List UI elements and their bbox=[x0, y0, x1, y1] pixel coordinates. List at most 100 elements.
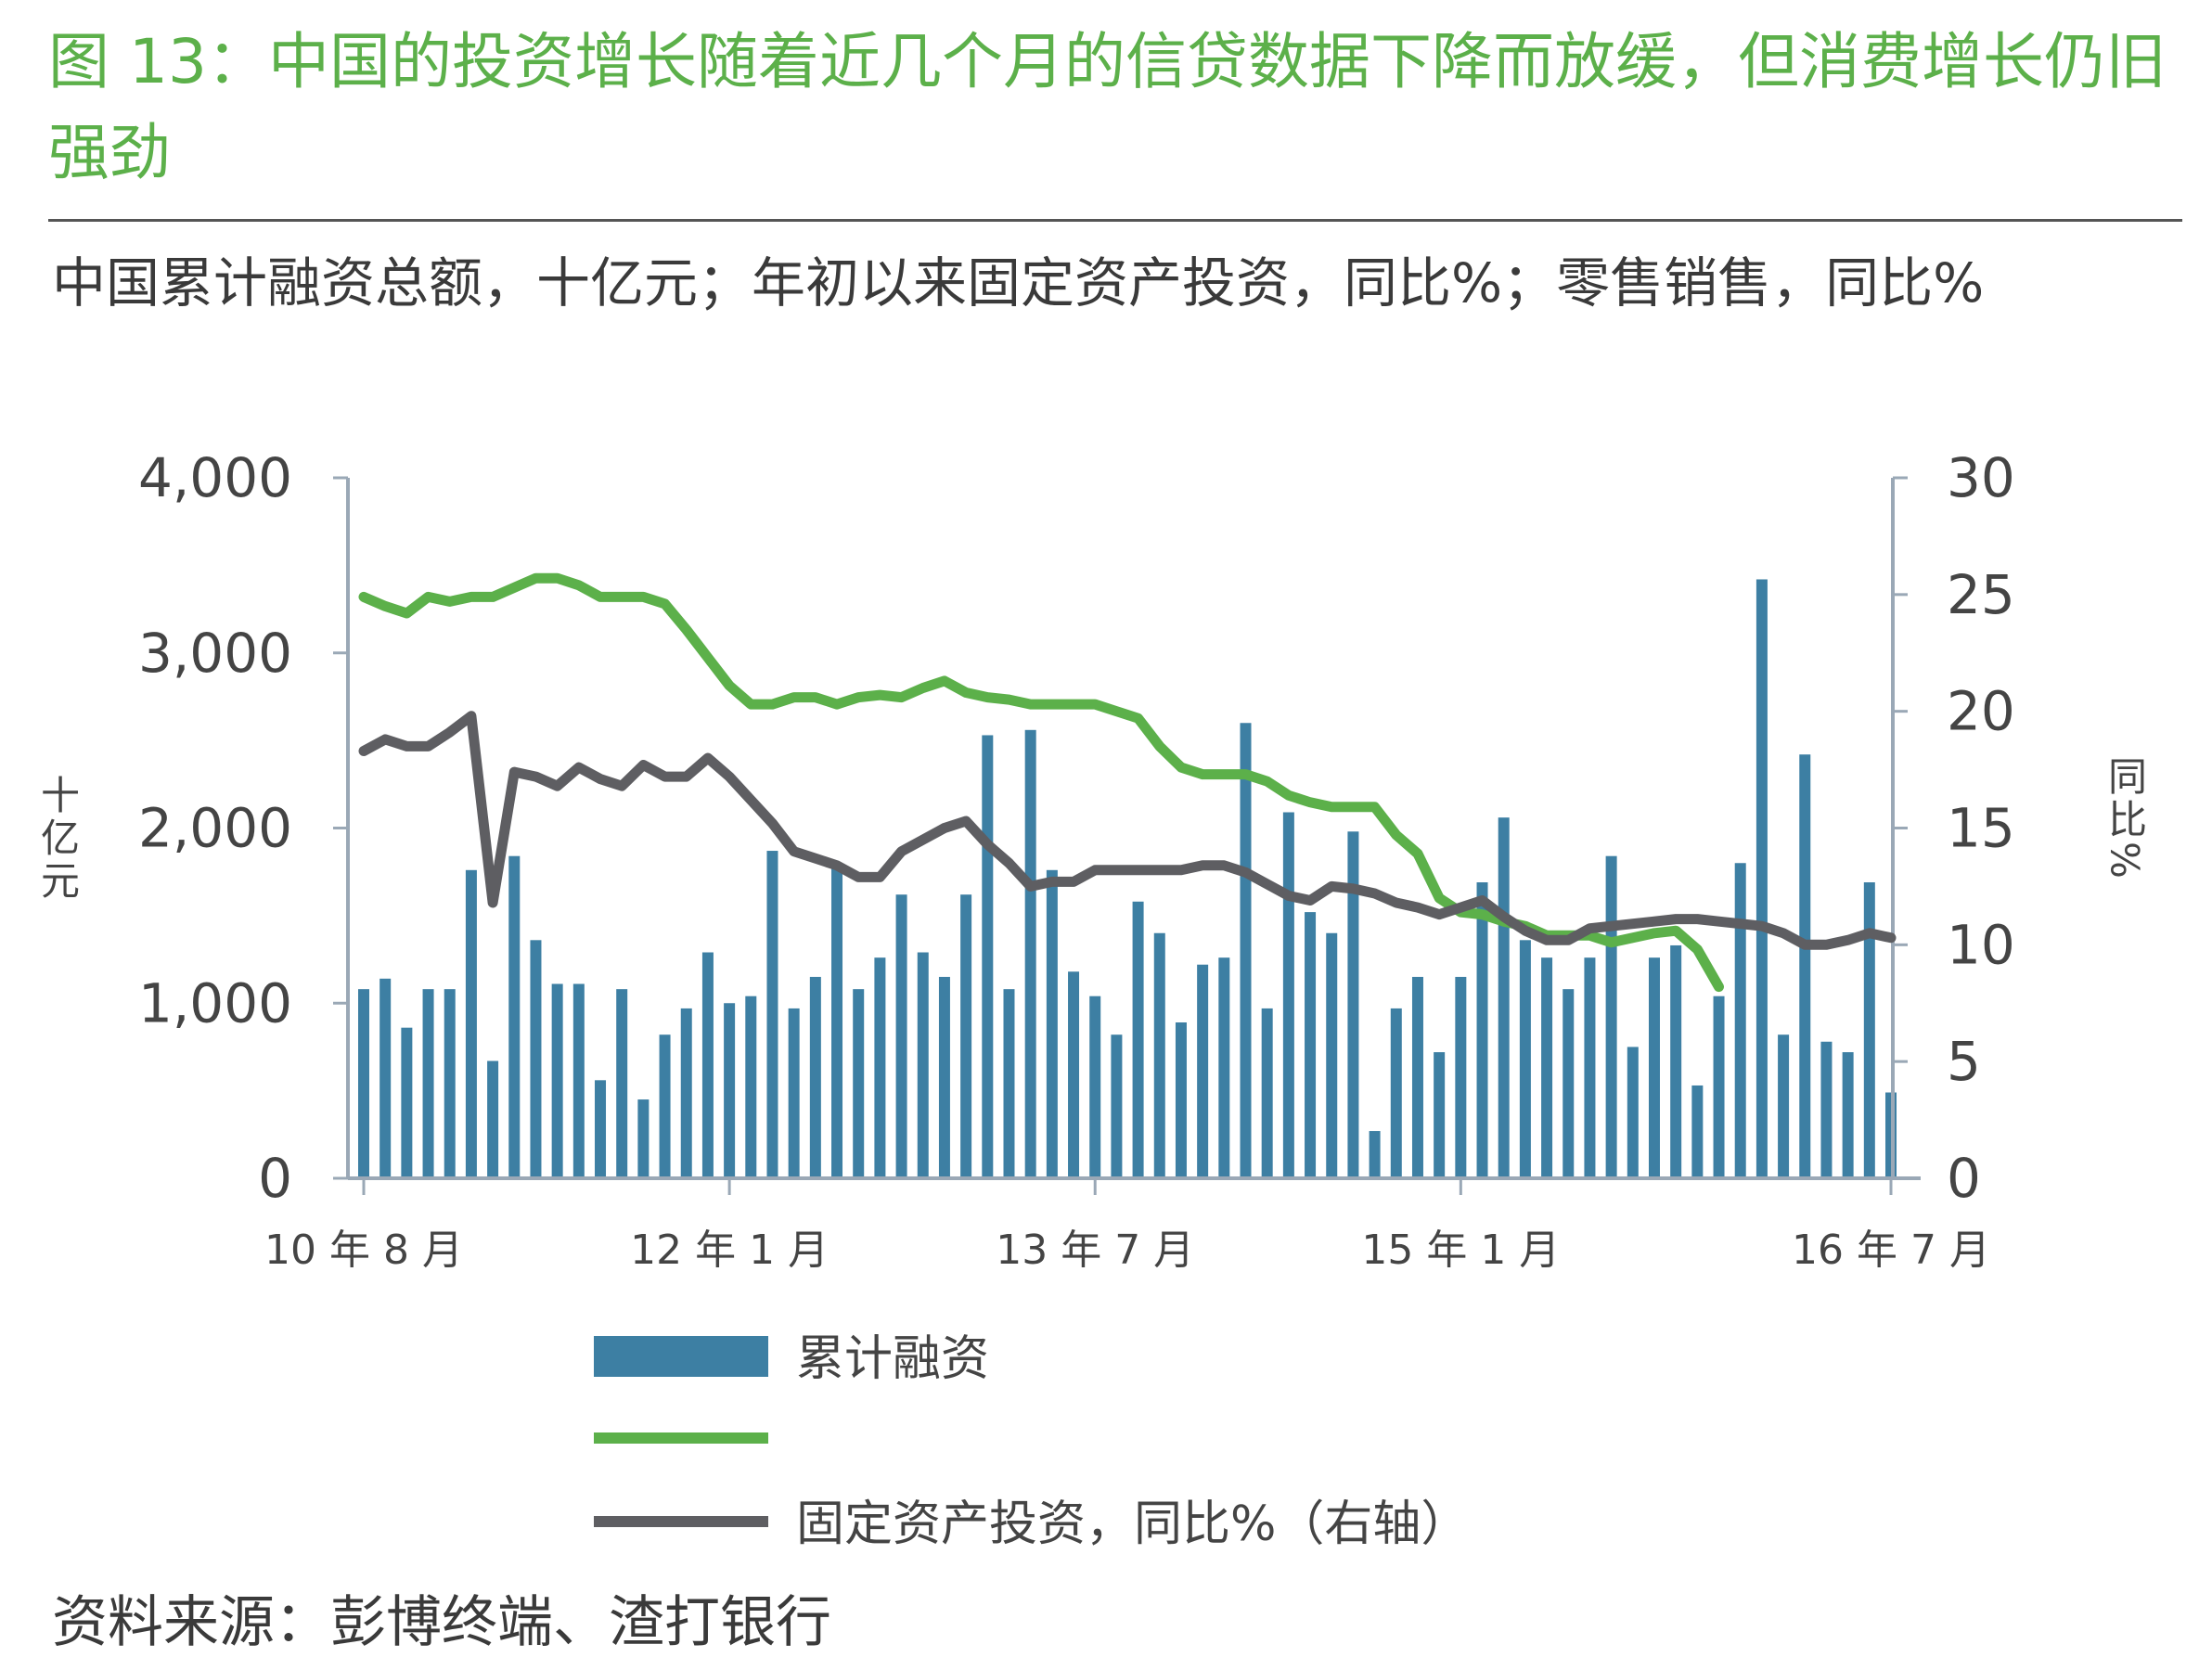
left-tick-label: 3,000 bbox=[138, 622, 292, 685]
bar bbox=[960, 894, 972, 1178]
bar bbox=[895, 894, 907, 1178]
fai-line bbox=[358, 711, 1897, 950]
bar bbox=[551, 983, 563, 1178]
bar bbox=[444, 989, 456, 1178]
bar bbox=[508, 855, 521, 1178]
bar-series bbox=[358, 579, 1897, 1178]
bar bbox=[917, 952, 929, 1178]
bar bbox=[1519, 940, 1531, 1178]
axis-labels: 0 1,000 2,000 3,000 4,000 0 5 10 15 20 25 30 10 年 8 … bbox=[35, 446, 2148, 1274]
bar bbox=[1240, 723, 1252, 1178]
bar bbox=[1820, 1041, 1833, 1178]
right-tick-label: 25 bbox=[1947, 563, 2015, 626]
x-tick-label: 10 年 8 月 bbox=[264, 1227, 463, 1274]
bar bbox=[616, 989, 628, 1178]
left-axis-title: 十亿元 bbox=[35, 775, 81, 903]
right-tick-label: 5 bbox=[1947, 1030, 1981, 1093]
bar bbox=[1218, 957, 1230, 1178]
bar bbox=[1455, 976, 1467, 1178]
bar bbox=[1778, 1034, 1790, 1178]
bar bbox=[530, 940, 542, 1178]
bar bbox=[1089, 996, 1101, 1178]
x-tick-label: 16 年 7 月 bbox=[1792, 1227, 1990, 1274]
bar bbox=[595, 1080, 607, 1178]
x-tick-label: 13 年 7 月 bbox=[996, 1227, 1194, 1274]
bar bbox=[1541, 957, 1553, 1178]
chart-title: 图 13：中国的投资增长随着近几个月的信贷数据下降而放缓，但消费增长仍旧强劲 bbox=[48, 26, 2167, 188]
bar bbox=[1347, 831, 1359, 1178]
legend-swatch-bars bbox=[594, 1336, 768, 1377]
bar bbox=[1691, 1085, 1704, 1178]
bar bbox=[1390, 1008, 1402, 1178]
bar bbox=[1563, 989, 1575, 1178]
left-tick-label: 1,000 bbox=[138, 971, 292, 1034]
bar bbox=[1755, 579, 1768, 1178]
legend-label: 累计融资 bbox=[796, 1331, 989, 1387]
bar bbox=[1326, 932, 1338, 1178]
bar bbox=[1434, 1052, 1446, 1178]
right-tick-label: 30 bbox=[1947, 446, 2015, 509]
bar bbox=[788, 1008, 800, 1178]
bar bbox=[572, 983, 585, 1178]
bar bbox=[1261, 1008, 1273, 1178]
bar bbox=[1175, 1022, 1187, 1178]
legend-label: 固定资产投资，同比%（右轴） bbox=[796, 1497, 1469, 1552]
bar bbox=[1799, 754, 1811, 1178]
bar bbox=[724, 1003, 736, 1178]
retail-sales-line bbox=[358, 572, 1724, 993]
bar bbox=[487, 1060, 499, 1178]
right-tick-label: 20 bbox=[1947, 680, 2015, 743]
bar bbox=[853, 989, 865, 1178]
bar bbox=[659, 1034, 671, 1178]
x-tick-label: 12 年 1 月 bbox=[630, 1227, 829, 1274]
bar bbox=[1111, 1034, 1123, 1178]
bar bbox=[1024, 729, 1036, 1178]
bar bbox=[1068, 971, 1080, 1178]
bar bbox=[1648, 957, 1660, 1178]
left-tick-label: 0 bbox=[258, 1147, 292, 1210]
bar bbox=[809, 976, 821, 1178]
bar bbox=[938, 976, 950, 1178]
axes bbox=[333, 476, 1921, 1195]
bar bbox=[465, 869, 477, 1178]
bar bbox=[1713, 996, 1725, 1178]
bar bbox=[1197, 964, 1209, 1178]
left-tick-label: 2,000 bbox=[138, 797, 292, 860]
bar bbox=[1627, 1047, 1639, 1178]
bar bbox=[680, 1008, 692, 1178]
bar bbox=[745, 996, 757, 1178]
bar bbox=[1003, 989, 1015, 1178]
bar bbox=[637, 1099, 649, 1178]
bar bbox=[422, 989, 434, 1178]
right-axis-title: 同比% bbox=[2103, 756, 2148, 882]
bar bbox=[1369, 1131, 1381, 1178]
bar bbox=[1476, 882, 1488, 1178]
bar bbox=[1584, 957, 1596, 1178]
left-tick-label: 4,000 bbox=[138, 446, 292, 509]
line-series bbox=[358, 572, 1897, 993]
bar bbox=[1153, 932, 1165, 1178]
bar bbox=[766, 851, 778, 1178]
x-tick-label: 15 年 1 月 bbox=[1361, 1227, 1560, 1274]
bar bbox=[701, 952, 714, 1178]
bar bbox=[379, 978, 392, 1178]
bar bbox=[1282, 812, 1294, 1178]
chart-subtitle: 中国累计融资总额，十亿元；年初以来固定资产投资，同比%；零售销售，同比% bbox=[52, 251, 1985, 315]
bar bbox=[1305, 912, 1317, 1178]
bar bbox=[874, 957, 886, 1178]
bar bbox=[1842, 1052, 1854, 1178]
right-tick-label: 0 bbox=[1947, 1147, 1981, 1210]
bar bbox=[831, 867, 843, 1178]
bar bbox=[1411, 976, 1423, 1178]
bar bbox=[1670, 944, 1682, 1178]
bar bbox=[982, 735, 994, 1178]
source-note: 资料来源：彭博终端、渣打银行 bbox=[52, 1590, 831, 1655]
right-tick-label: 15 bbox=[1947, 797, 2015, 860]
right-tick-label: 10 bbox=[1947, 913, 2015, 976]
bar bbox=[1734, 863, 1746, 1178]
bar bbox=[1498, 817, 1510, 1178]
title-divider bbox=[48, 219, 2182, 222]
bar bbox=[401, 1027, 413, 1178]
